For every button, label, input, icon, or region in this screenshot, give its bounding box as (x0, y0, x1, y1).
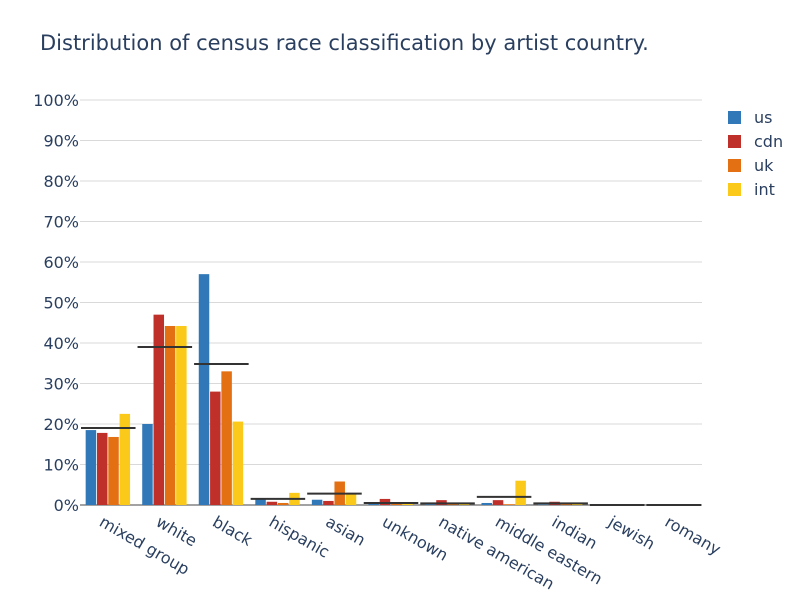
bar-cdn[interactable] (492, 500, 504, 505)
bar-us[interactable] (311, 499, 323, 505)
bar-us[interactable] (481, 502, 492, 505)
bar-cdn[interactable] (323, 500, 334, 505)
bar-int[interactable] (119, 413, 131, 505)
y-tick-label: 40% (43, 334, 79, 353)
bar-us[interactable] (424, 504, 436, 505)
chart-title: Distribution of census race classificati… (40, 31, 649, 55)
bar-cdn[interactable] (266, 501, 278, 505)
legend-label-cdn[interactable]: cdn (754, 132, 783, 151)
bar-uk[interactable] (108, 436, 119, 505)
legend[interactable]: us cdn uk int (728, 108, 783, 199)
y-tick-label: 0% (54, 496, 79, 515)
bar-us[interactable] (198, 274, 210, 505)
y-axis-ticks: 0% 10% 20% 30% 40% 50% 60% 70% 80% 90% 100% (33, 91, 79, 515)
x-tick-label: hispanic (266, 512, 333, 562)
bar-us[interactable] (142, 424, 153, 505)
bar-cdn[interactable] (210, 391, 221, 505)
y-tick-label: 100% (33, 91, 79, 110)
bar-int[interactable] (176, 325, 187, 505)
bar-us[interactable] (368, 503, 379, 505)
bars (85, 274, 583, 505)
bar-uk[interactable] (447, 503, 459, 505)
bar-int[interactable] (232, 421, 244, 505)
bar-uk[interactable] (504, 504, 515, 505)
bar-int[interactable] (458, 503, 470, 505)
x-tick-label: romany (662, 512, 724, 559)
y-tick-label: 60% (43, 253, 79, 272)
bar-int[interactable] (515, 480, 526, 505)
bar-uk[interactable] (164, 325, 176, 505)
bar-us[interactable] (255, 498, 266, 505)
y-tick-label: 90% (43, 132, 79, 151)
bar-int[interactable] (345, 493, 357, 505)
legend-swatch-cdn[interactable] (728, 135, 741, 148)
bar-cdn[interactable] (96, 432, 108, 505)
average-markers (81, 346, 701, 506)
y-tick-label: 50% (43, 294, 79, 313)
y-tick-label: 20% (43, 415, 79, 434)
bar-uk[interactable] (221, 371, 232, 505)
x-tick-label: black (209, 512, 256, 550)
bar-cdn[interactable] (379, 498, 391, 505)
legend-swatch-us[interactable] (728, 111, 741, 124)
x-tick-label: jewish (604, 512, 658, 554)
bar-cdn[interactable] (153, 314, 165, 505)
legend-label-uk[interactable]: uk (754, 156, 774, 175)
legend-label-int[interactable]: int (754, 180, 775, 199)
legend-swatch-int[interactable] (728, 183, 741, 196)
bar-uk[interactable] (277, 502, 289, 505)
y-tick-label: 30% (43, 375, 79, 394)
legend-label-us[interactable]: us (754, 108, 772, 127)
y-tick-label: 70% (43, 213, 79, 232)
y-tick-label: 10% (43, 456, 79, 475)
legend-swatch-uk[interactable] (728, 159, 741, 172)
bar-uk[interactable] (391, 502, 402, 505)
bar-us[interactable] (85, 430, 97, 505)
y-tick-label: 80% (43, 172, 79, 191)
